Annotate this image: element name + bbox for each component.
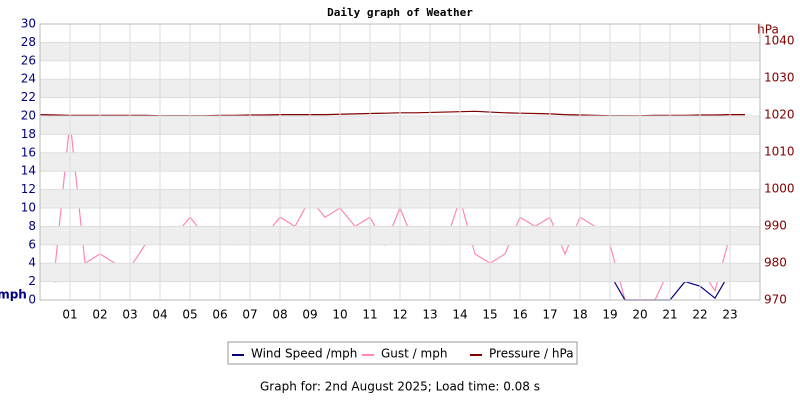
- footer: Graph for: 2nd August 2025; Load time: 0…: [260, 380, 540, 394]
- y2-tick-label: 970: [764, 293, 787, 307]
- y-tick-label: 12: [21, 182, 36, 196]
- x-tick-label: 17: [542, 308, 557, 322]
- x-tick-label: 13: [422, 308, 437, 322]
- x-tick-label: 01: [62, 308, 77, 322]
- x-tick-label: 03: [122, 308, 137, 322]
- x-tick-label: 02: [92, 308, 107, 322]
- y-tick-label: 20: [21, 109, 36, 123]
- x-tick-label: 12: [392, 308, 407, 322]
- x-tick-label: 05: [182, 308, 197, 322]
- y-tick-label: 28: [21, 35, 36, 49]
- x-tick-label: 16: [512, 308, 527, 322]
- y-tick-label: 24: [21, 72, 36, 86]
- legend-label: Gust / mph: [381, 347, 447, 361]
- y-tick-label: 22: [21, 90, 36, 104]
- x-tick-label: 10: [332, 308, 347, 322]
- y2-tick-label: 990: [764, 219, 787, 233]
- x-tick-label: 04: [152, 308, 167, 322]
- y2-tick-label: 1030: [764, 71, 795, 85]
- x-tick-label: 15: [482, 308, 497, 322]
- y2-tick-label: 1010: [764, 145, 795, 159]
- y-tick-label: 16: [21, 145, 36, 159]
- x-tick-label: 07: [242, 308, 257, 322]
- y2-tick-label: 980: [764, 256, 787, 270]
- x-tick-label: 23: [722, 308, 737, 322]
- x-tick-label: 14: [452, 308, 467, 322]
- y-tick-label: 10: [21, 201, 36, 215]
- y-tick-label: 26: [21, 53, 36, 67]
- legend-label: Pressure / hPa: [489, 347, 574, 361]
- y-tick-label: 30: [21, 17, 36, 31]
- y-tick-label: 0: [28, 293, 36, 307]
- y2-tick-label: 1020: [764, 108, 795, 122]
- x-tick-label: 21: [662, 308, 677, 322]
- y2-tick-label: 1000: [764, 182, 795, 196]
- legend-label: Wind Speed /mph: [251, 347, 357, 361]
- x-tick-label: 18: [572, 308, 587, 322]
- legend-box: [227, 341, 578, 365]
- y-tick-label: 14: [21, 164, 36, 178]
- x-tick-label: 06: [212, 308, 227, 322]
- y-tick-label: 8: [28, 219, 36, 233]
- x-tick-label: 22: [692, 308, 707, 322]
- y-axis-label: mph: [0, 288, 27, 302]
- y-tick-label: 6: [28, 237, 36, 251]
- chart-title: Daily graph of Weather: [327, 6, 473, 19]
- x-tick-label: 11: [362, 308, 377, 322]
- y-tick-label: 18: [21, 127, 36, 141]
- x-tick-label: 19: [602, 308, 617, 322]
- y2-tick-label: 1040: [764, 34, 795, 48]
- x-tick-label: 08: [272, 308, 287, 322]
- x-tick-label: 20: [632, 308, 647, 322]
- y-tick-label: 4: [28, 256, 36, 270]
- y2-axis-label: hPa: [757, 23, 779, 37]
- plot-frame: [39, 23, 761, 301]
- x-tick-label: 09: [302, 308, 317, 322]
- y-tick-label: 2: [28, 274, 36, 288]
